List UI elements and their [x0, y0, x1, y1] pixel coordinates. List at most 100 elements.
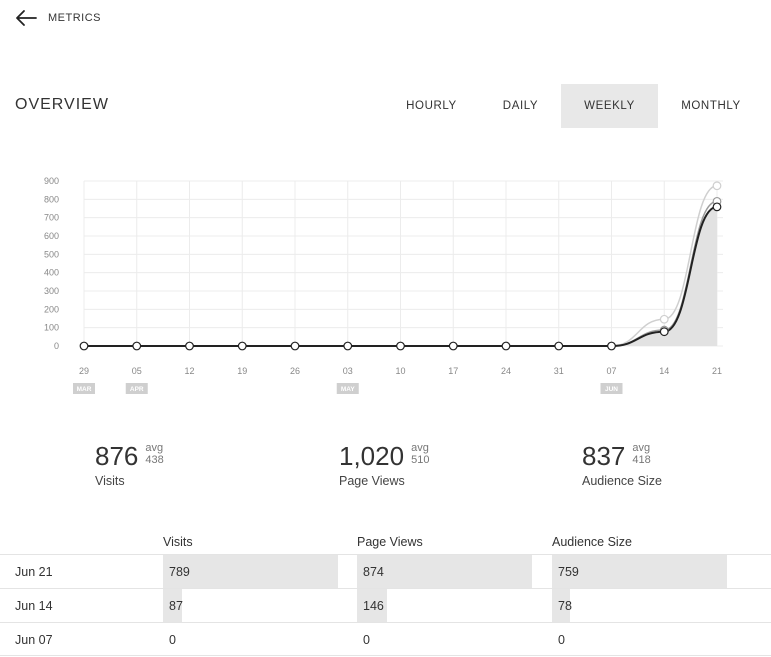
stat-avg-label: avg: [632, 442, 651, 454]
x-tick-label: 26: [290, 366, 300, 376]
column-header-visits[interactable]: Visits: [163, 535, 193, 549]
stat-value: 837: [582, 441, 626, 471]
x-tick-label: 29: [79, 366, 89, 376]
y-tick-label: 900: [44, 176, 59, 186]
row-date: Jun 14: [15, 599, 53, 613]
stat-avg-label: avg: [411, 442, 429, 454]
y-tick-label: 800: [44, 194, 59, 204]
page-title: OVERVIEW: [15, 96, 109, 113]
metrics-table: Visits Page Views Audience Size Jun 21 7…: [0, 530, 771, 656]
cell-value: 0: [169, 633, 176, 647]
column-header-page-views[interactable]: Page Views: [357, 535, 423, 549]
tab-weekly[interactable]: WEEKLY: [561, 84, 658, 128]
x-tick-label: 05: [132, 366, 142, 376]
cell-value: 78: [558, 599, 572, 613]
stat-audience-size: 837 avg 418 Audience Size: [582, 440, 662, 488]
month-marker-label: JUN: [605, 386, 618, 393]
month-marker-label: MAY: [341, 386, 356, 393]
x-tick-label: 14: [659, 366, 669, 376]
y-tick-label: 100: [44, 323, 59, 333]
cell-value: 874: [363, 565, 384, 579]
value-bar: [163, 555, 338, 588]
data-point: [659, 327, 669, 337]
metrics-chart: 0 100 200 300 400 500 600 700 800 900 29 05 12 19 26 03…: [0, 168, 771, 408]
data-point: [712, 202, 722, 212]
arrow-left-icon[interactable]: [14, 8, 38, 28]
column-header-audience-size[interactable]: Audience Size: [552, 535, 632, 549]
data-point: [554, 341, 564, 351]
data-point: [607, 341, 616, 351]
month-marker-label: APR: [130, 386, 144, 393]
stat-avg: avg 418: [632, 442, 650, 466]
row-date: Jun 21: [15, 565, 53, 579]
cell-value: 87: [169, 599, 183, 613]
y-tick-label: 600: [44, 231, 59, 241]
stat-avg: avg 510: [411, 442, 429, 466]
stat-avg-value: 438: [145, 454, 164, 466]
x-tick-label: 07: [606, 366, 616, 376]
value-bar: [552, 589, 570, 622]
month-marker: [125, 383, 148, 394]
x-tick-label: 10: [395, 366, 405, 376]
stat-value: 1,020: [339, 441, 405, 471]
range-tabs: HOURLY DAILY WEEKLY MONTHLY: [383, 84, 764, 128]
cell-value: 0: [558, 633, 565, 647]
value-bar: [163, 589, 183, 622]
table-row[interactable]: Jun 14 87 146 78: [0, 588, 771, 622]
table-header: Visits Page Views Audience Size: [0, 530, 771, 554]
data-point: [237, 341, 247, 351]
stat-visits: 876 avg 438 Visits: [95, 440, 164, 488]
data-point: [501, 341, 511, 351]
month-marker-label: MAR: [77, 386, 92, 393]
x-tick-label: 12: [184, 366, 194, 376]
stat-label: Page Views: [339, 474, 405, 488]
back-nav[interactable]: METRICS: [14, 8, 101, 28]
data-point: [79, 341, 89, 351]
stat-label: Audience Size: [582, 474, 662, 488]
cell-value: 759: [558, 565, 579, 579]
y-tick-label: 500: [44, 249, 59, 259]
tab-hourly[interactable]: HOURLY: [406, 100, 457, 112]
x-tick-label: 31: [554, 366, 564, 376]
back-label[interactable]: METRICS: [48, 12, 101, 24]
stat-avg-value: 418: [632, 454, 651, 466]
data-point: [132, 341, 142, 351]
y-tick-label: 0: [54, 341, 59, 351]
cell-value: 789: [169, 565, 190, 579]
data-point: [448, 341, 458, 351]
row-date: Jun 07: [15, 633, 53, 647]
cell-value: 0: [363, 633, 370, 647]
tab-daily[interactable]: DAILY: [502, 100, 539, 112]
stat-avg: avg 438: [145, 442, 163, 466]
month-marker: [336, 383, 359, 394]
data-point: [343, 341, 353, 351]
data-point: [659, 314, 669, 324]
stat-label: Visits: [95, 474, 125, 488]
stat-avg-value: 510: [411, 454, 430, 466]
value-bar: [357, 555, 532, 588]
x-tick-label: 19: [237, 366, 247, 376]
y-tick-label: 200: [44, 304, 59, 314]
cell-value: 146: [363, 599, 384, 613]
y-tick-label: 300: [44, 286, 59, 296]
data-point: [290, 341, 300, 351]
y-tick-label: 700: [44, 213, 59, 223]
data-point: [185, 341, 194, 351]
y-tick-label: 400: [44, 268, 59, 278]
data-point: [396, 341, 405, 351]
month-marker: [73, 383, 95, 394]
stat-value: 876: [95, 441, 139, 471]
value-bar: [552, 555, 727, 588]
table-row[interactable]: Jun 21 789 874 759: [0, 554, 771, 588]
chart-svg: 0 100 200 300 400 500 600 700 800 900 29 05 12 19 26 03…: [44, 176, 723, 394]
stat-page-views: 1,020 avg 510 Page Views: [339, 440, 429, 488]
table-row[interactable]: Jun 07 0 0 0: [0, 622, 771, 656]
value-bar: [357, 589, 387, 622]
x-tick-label: 21: [712, 366, 722, 376]
x-tick-label: 24: [501, 366, 511, 376]
stat-avg-label: avg: [145, 442, 164, 454]
data-point: [712, 181, 722, 191]
tab-monthly[interactable]: MONTHLY: [681, 100, 741, 112]
month-marker: [600, 383, 623, 394]
x-tick-label: 17: [448, 366, 458, 376]
